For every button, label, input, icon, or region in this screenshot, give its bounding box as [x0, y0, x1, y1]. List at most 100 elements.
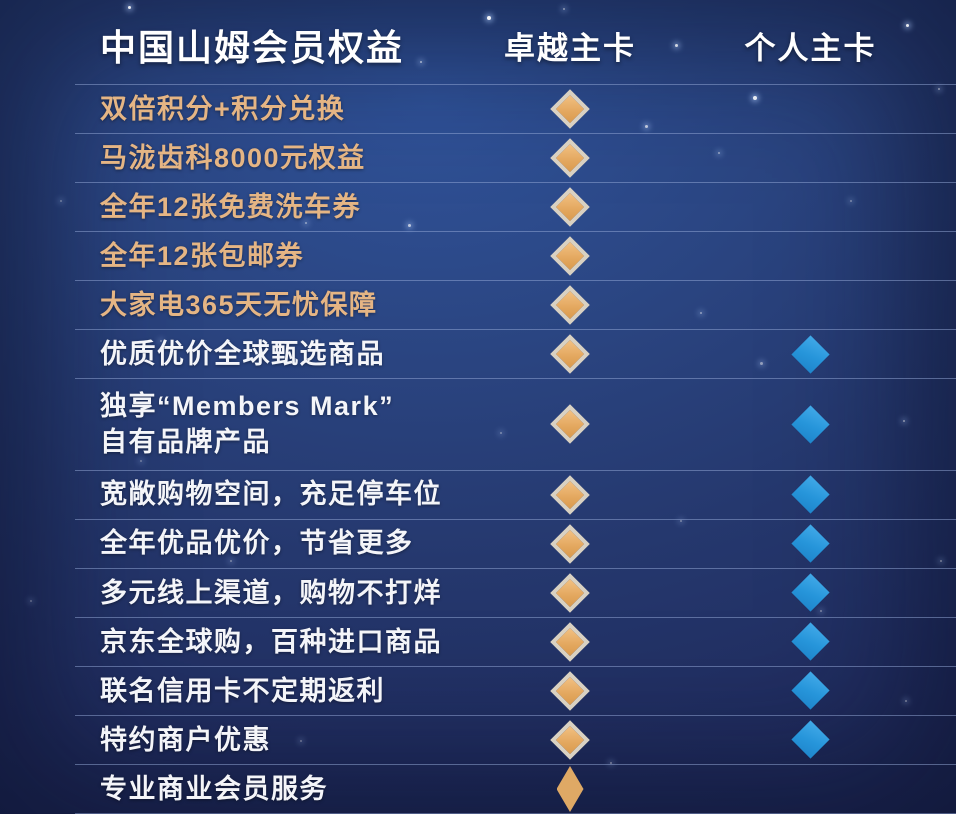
blue-diamond-icon — [791, 622, 830, 661]
benefit-label: 双倍积分+积分兑换 — [100, 93, 346, 124]
table-header: 中国山姆会员权益 卓越主卡 个人主卡 — [75, 0, 956, 84]
personal-cell — [665, 765, 956, 813]
excellence-cell — [475, 618, 665, 666]
benefit-label: 京东全球购，百种进口商品 — [100, 626, 442, 657]
star-dot — [563, 8, 565, 10]
gold-diamond-icon — [550, 285, 590, 326]
personal-cell — [665, 569, 956, 617]
star-dot — [905, 700, 907, 702]
blue-diamond-icon — [791, 524, 830, 563]
star-dot — [700, 312, 702, 314]
excellence-cell — [475, 520, 665, 568]
gold-diamond-icon — [550, 236, 590, 277]
table-row: 全年12张包邮券 — [75, 231, 956, 280]
benefit-label: 优质优价全球甄选商品 — [100, 339, 385, 370]
gold-diamond-icon — [550, 671, 590, 711]
personal-cell — [665, 85, 956, 133]
table-row: 双倍积分+积分兑换 — [75, 84, 956, 133]
star-dot — [420, 650, 422, 652]
excellence-cell — [475, 330, 665, 378]
star-dot — [305, 222, 307, 224]
star-dot — [753, 96, 757, 100]
star-dot — [487, 16, 491, 20]
benefit-label: 大家电365天无忧保障 — [100, 290, 378, 321]
excellence-cell — [475, 85, 665, 133]
personal-cell — [665, 183, 956, 231]
blue-diamond-icon — [791, 671, 830, 710]
blue-diamond-icon — [791, 573, 830, 612]
excellence-cell — [475, 281, 665, 329]
excellence-cell — [475, 716, 665, 764]
star-dot — [500, 432, 502, 434]
benefits-comparison-table: 中国山姆会员权益 卓越主卡 个人主卡 双倍积分+积分兑换 马泷齿科8000元权益… — [75, 0, 956, 814]
table-row: 全年12张免费洗车券 — [75, 182, 956, 231]
gold-diamond-icon — [550, 622, 590, 662]
star-dot — [906, 24, 909, 27]
column-header-excellence: 卓越主卡 — [504, 30, 636, 66]
star-dot — [610, 762, 612, 764]
star-dot — [60, 200, 62, 202]
gold-diamond-icon — [550, 523, 590, 564]
star-dot — [128, 6, 131, 9]
excellence-cell — [475, 471, 665, 519]
star-dot — [850, 200, 852, 202]
star-dot — [938, 88, 940, 90]
excellence-cell — [475, 134, 665, 182]
gold-diamond-icon — [550, 720, 590, 760]
personal-cell — [665, 281, 956, 329]
star-dot — [160, 340, 162, 342]
personal-cell — [665, 232, 956, 280]
excellence-cell — [475, 183, 665, 231]
column-header-personal: 个人主卡 — [744, 30, 877, 66]
gold-diamond-icon — [550, 572, 590, 613]
excellence-cell — [475, 569, 665, 617]
benefit-label: 多元线上渠道，购物不打烊 — [100, 577, 442, 608]
blue-diamond-icon — [791, 720, 830, 760]
gold-diamond-icon — [550, 474, 590, 515]
star-dot — [30, 600, 32, 602]
blue-diamond-icon — [791, 405, 830, 444]
star-dot — [820, 610, 822, 612]
table-row: 联名信用卡不定期返利 — [75, 665, 956, 715]
blue-diamond-icon — [791, 475, 830, 514]
table-row: 大家电365天无忧保障 — [75, 280, 956, 329]
benefit-label: 联名信用卡不定期返利 — [100, 675, 385, 706]
star-dot — [760, 362, 763, 365]
table-row: 独享“Members Mark” 自有品牌产品 — [75, 378, 956, 469]
personal-cell — [665, 330, 956, 378]
benefit-label: 宽敞购物空间，充足停车位 — [100, 479, 442, 510]
benefit-label: 全年优品优价，节省更多 — [100, 528, 414, 559]
gold-diamond-icon — [550, 138, 590, 178]
blue-diamond-icon — [791, 335, 830, 374]
star-dot — [903, 420, 905, 422]
table-row: 宽敞购物空间，充足停车位 — [75, 469, 956, 519]
table-row: 多元线上渠道，购物不打烊 — [75, 567, 956, 617]
excellence-cell — [475, 232, 665, 280]
personal-cell — [665, 618, 956, 666]
star-dot — [408, 224, 411, 227]
benefit-label: 特约商户优惠 — [100, 724, 271, 755]
table-row: 优质优价全球甄选商品 — [75, 329, 956, 378]
excellence-cell — [475, 379, 665, 469]
star-dot — [718, 152, 720, 154]
table-row: 全年优品优价，节省更多 — [75, 518, 956, 568]
gold-diamond-icon — [550, 404, 590, 445]
table-row: 京东全球购，百种进口商品 — [75, 616, 956, 666]
table-row: 专业商业会员服务 — [75, 763, 956, 814]
personal-cell — [665, 379, 956, 469]
benefit-label: 专业商业会员服务 — [100, 773, 328, 804]
gold-diamond-icon — [550, 187, 590, 227]
star-dot — [230, 560, 232, 562]
table-row: 特约商户优惠 — [75, 714, 956, 764]
benefit-label: 全年12张包邮券 — [100, 241, 305, 271]
star-dot — [680, 520, 682, 522]
personal-cell — [665, 134, 956, 182]
excellence-cell — [475, 667, 665, 715]
personal-cell — [665, 667, 956, 715]
benefit-label: 全年12张免费洗车券 — [100, 191, 362, 222]
star-dot — [300, 740, 302, 742]
personal-cell — [665, 471, 956, 519]
star-dot — [420, 61, 422, 63]
benefit-label: 马泷齿科8000元权益 — [100, 142, 366, 173]
personal-cell — [665, 716, 956, 764]
